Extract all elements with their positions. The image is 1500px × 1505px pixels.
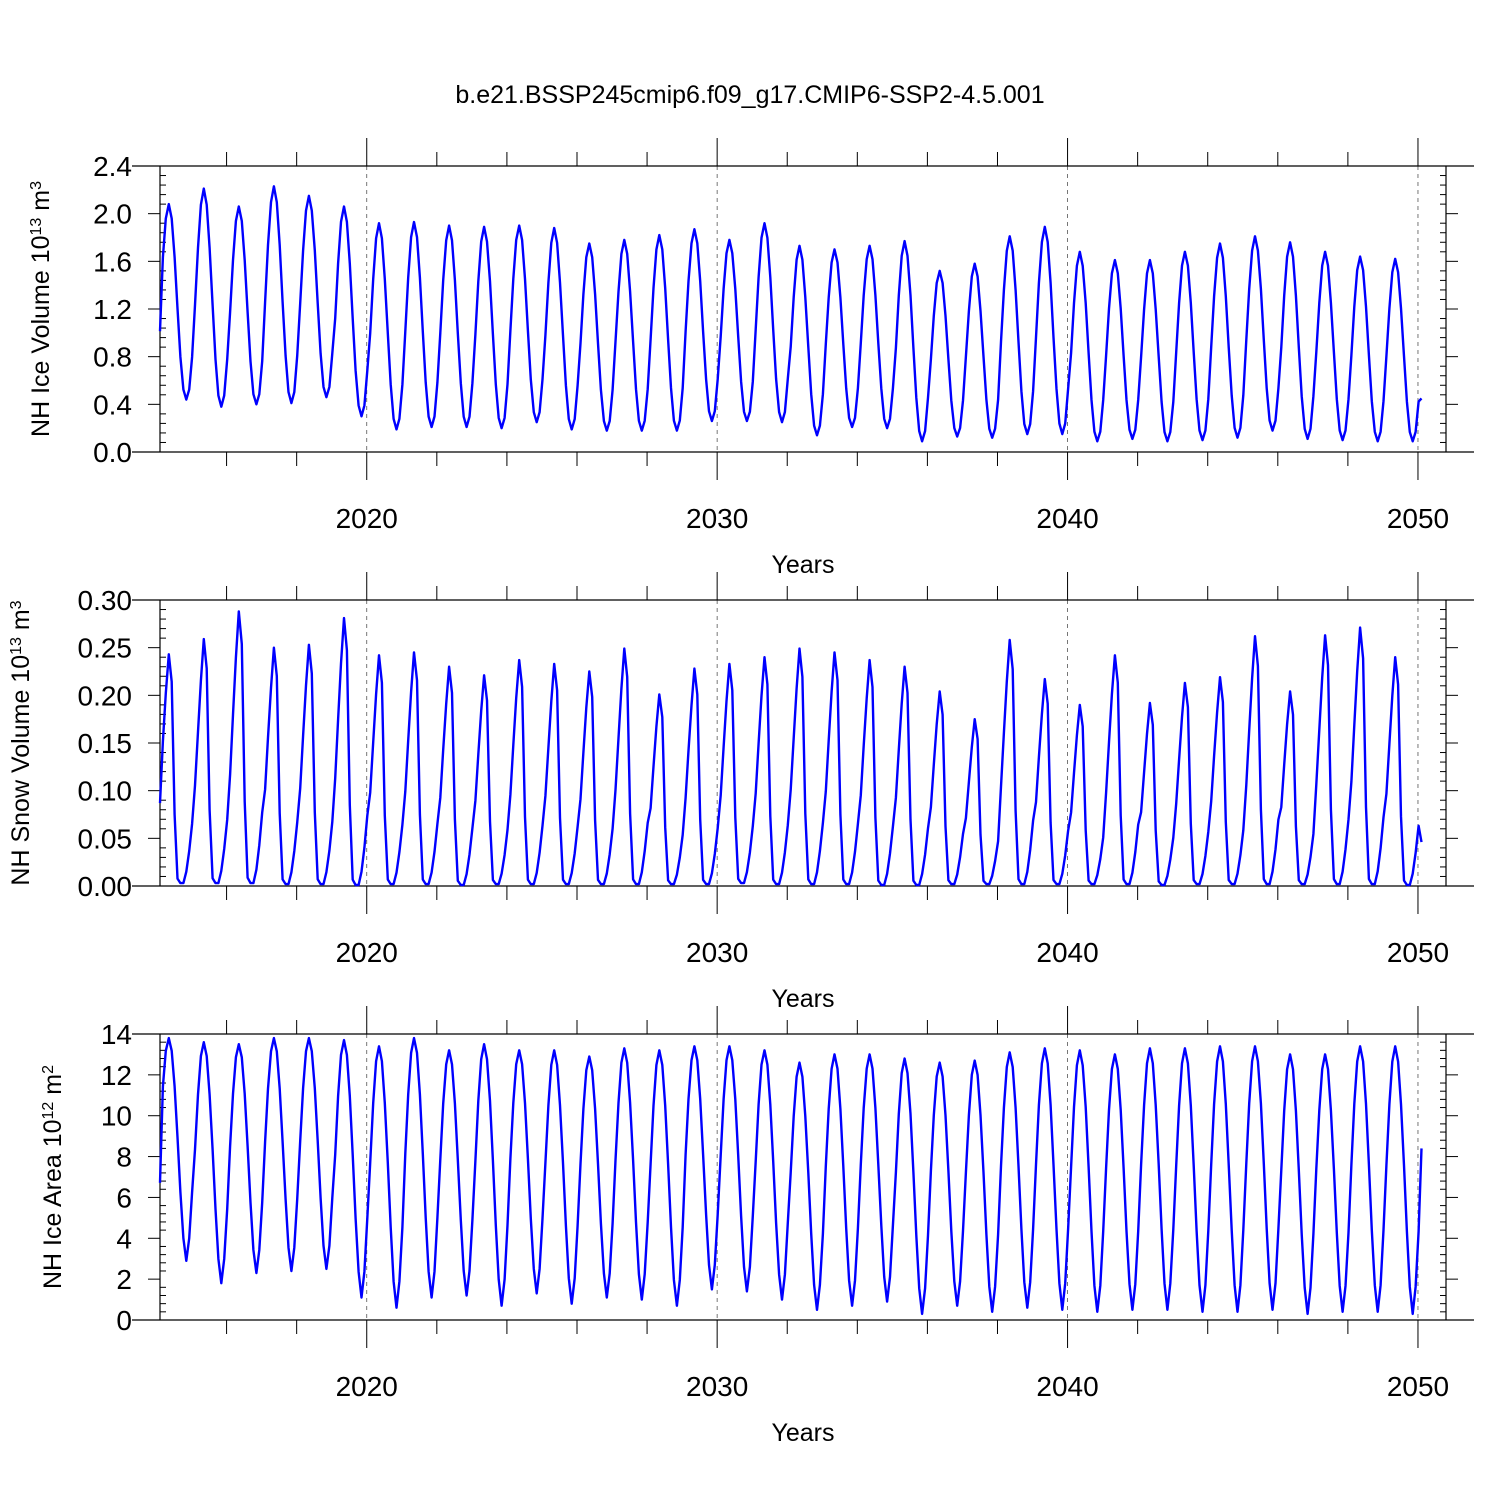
y-axis-label-part: NH Ice Volume 10 [27,235,55,437]
x-tick-label: 2020 [336,1371,398,1402]
y-axis-label-superscript: 12 [39,1102,56,1120]
y-axis-label-part: NH Ice Area 10 [39,1119,67,1289]
y-tick-label: 0.4 [93,389,132,420]
y-tick-label: 8 [116,1142,132,1173]
x-tick-label: 2050 [1387,503,1449,534]
y-tick-label: 4 [116,1223,132,1254]
panel-1: 0.0 0.4 0.8 1.2 1.6 2.0 2.4 2020 2030 2040 2050 Yea… [27,138,1474,579]
series-line-1 [158,610,1423,887]
y-axis-label-superscript: 3 [27,181,44,190]
y-axis-label-part: m [39,1074,67,1102]
x-axis-label: Years [771,1419,834,1447]
x-tick-label: 2020 [336,503,398,534]
y-axis-label-superscript: 2 [39,1065,56,1074]
y-axis-label: NH Ice Volume 1013 m3 [27,181,55,437]
y-tick-label: 0.0 [93,437,132,468]
panel-2: 0.00 0.05 0.10 0.15 0.20 0.25 0.30 2020 2030 2040… [7,572,1474,1013]
y-tick-label: 1.2 [93,294,132,325]
x-axis-label: Years [771,551,834,579]
figure-title: b.e21.BSSP245cmip6.f09_g17.CMIP6-SSP2-4.… [455,81,1044,109]
series-line-1 [158,1036,1423,1316]
y-tick-label: 12 [101,1060,132,1091]
y-tick-label: 0 [116,1305,132,1336]
y-axis-label-part: m [7,609,35,637]
x-tick-label: 2050 [1387,937,1449,968]
x-axis-label: Years [771,985,834,1013]
x-tick-label: 2030 [686,503,748,534]
y-tick-label: 14 [101,1019,132,1050]
y-tick-label: 0.20 [78,680,133,711]
y-tick-label: 2 [116,1264,132,1295]
y-tick-label: 0.05 [78,823,133,854]
x-tick-label: 2030 [686,937,748,968]
x-tick-label: 2040 [1036,937,1098,968]
x-tick-label: 2020 [336,937,398,968]
y-tick-label: 0.10 [78,776,133,807]
y-tick-label: 2.0 [93,199,132,230]
x-tick-label: 2030 [686,1371,748,1402]
y-tick-label: 6 [116,1182,132,1213]
x-tick-label: 2040 [1036,1371,1098,1402]
y-axis-label-part: m [27,190,55,218]
y-tick-label: 0.8 [93,342,132,373]
y-axis-label-superscript: 13 [7,637,24,655]
y-tick-label: 0.00 [78,871,133,902]
y-axis-label-superscript: 3 [7,600,24,609]
x-tick-label: 2050 [1387,1371,1449,1402]
y-tick-label: 0.30 [78,585,133,616]
y-tick-label: 10 [101,1101,132,1132]
y-tick-label: 2.4 [93,151,132,182]
panel-3: 0 2 4 6 8 10 12 14 2020 2030 2040 2050 Years NH Ice A… [39,1006,1474,1447]
y-axis-label: NH Snow Volume 1013 m3 [7,600,35,885]
y-tick-label: 0.15 [78,728,133,759]
y-tick-label: 0.25 [78,633,133,664]
x-tick-label: 2040 [1036,503,1098,534]
y-tick-label: 1.6 [93,246,132,277]
series-line-1 [158,185,1423,443]
y-axis-label: NH Ice Area 1012 m2 [39,1065,67,1289]
y-axis-label-part: NH Snow Volume 10 [7,655,35,886]
y-axis-label-superscript: 13 [27,218,44,236]
